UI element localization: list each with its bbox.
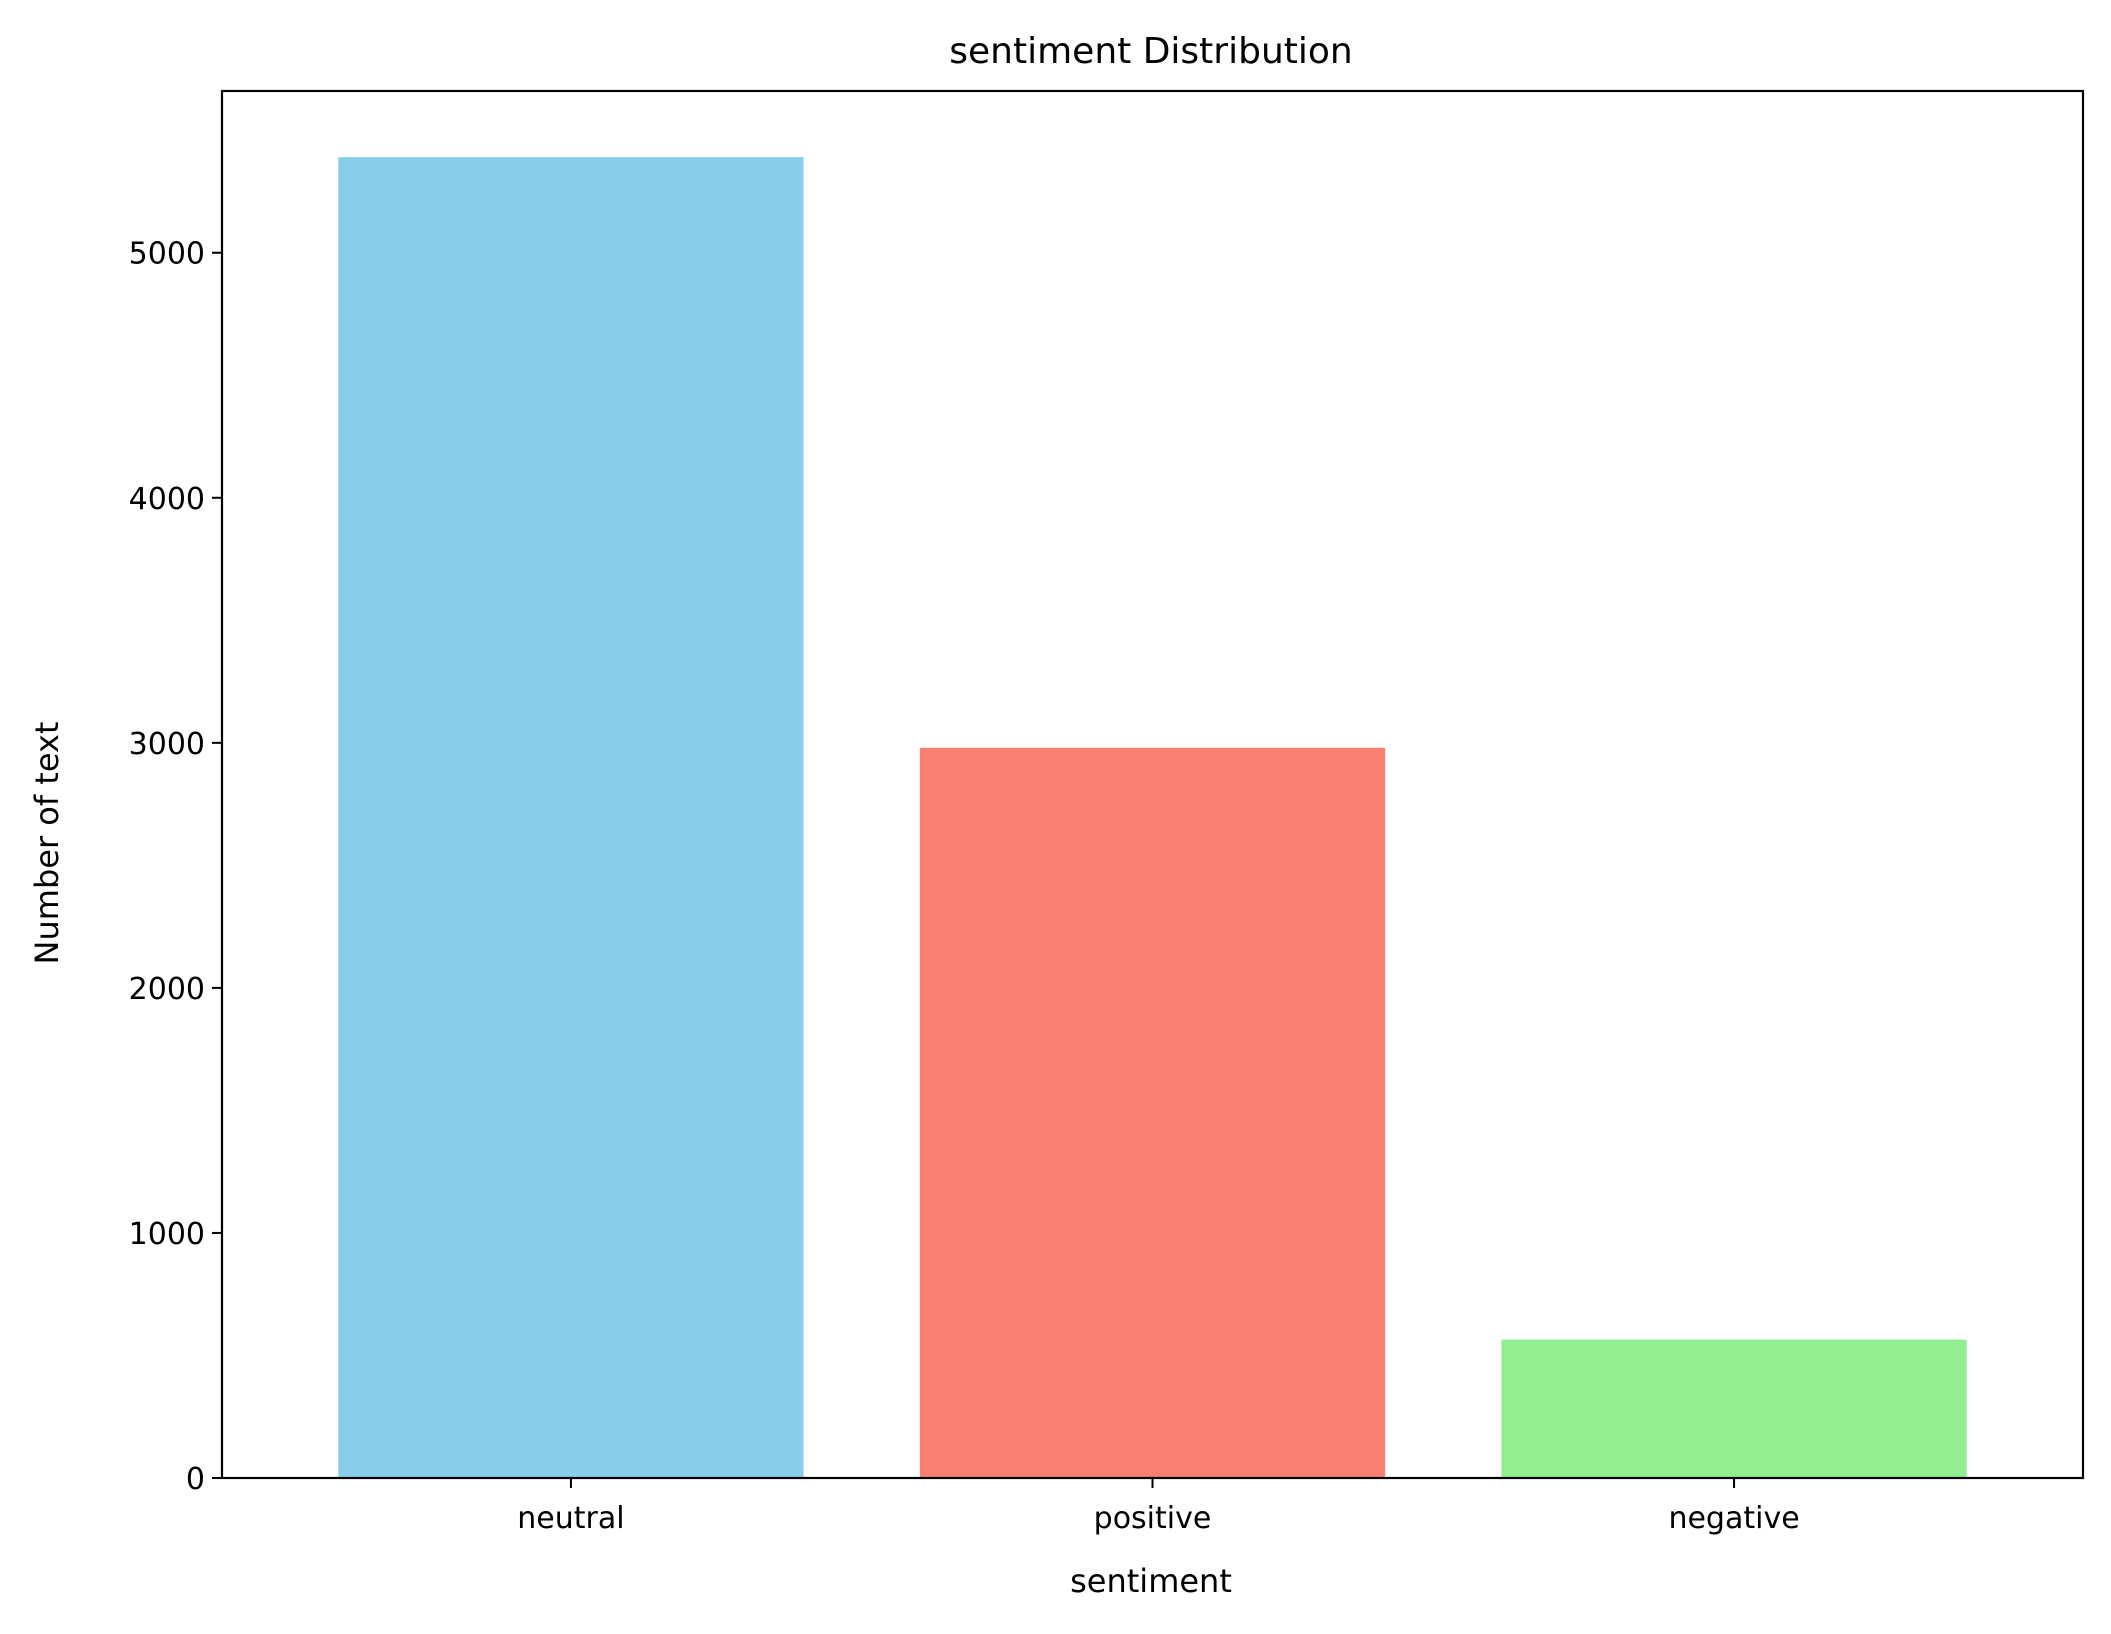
x-axis: neutral positive negative [517, 1478, 1800, 1536]
y-axis-title: Number of text [28, 722, 66, 965]
y-tick-label: 1000 [129, 1217, 205, 1252]
y-tick-label: 4000 [129, 482, 205, 517]
bar-neutral [338, 157, 804, 1478]
y-axis: 0 1000 2000 3000 4000 5000 [129, 237, 222, 1497]
y-tick-label: 5000 [129, 237, 205, 272]
bar-positive [919, 747, 1386, 1478]
bar-negative [1501, 1339, 1967, 1478]
chart-title: sentiment Distribution [949, 31, 1352, 72]
x-tick-label: negative [1668, 1501, 1799, 1536]
y-tick-label: 0 [186, 1462, 205, 1497]
x-tick-label: positive [1094, 1501, 1212, 1536]
x-axis-title: sentiment [1070, 1562, 1232, 1600]
bars-layer [338, 157, 1967, 1478]
y-tick-label: 3000 [129, 727, 205, 762]
x-tick-label: neutral [517, 1501, 624, 1536]
y-tick-label: 2000 [129, 972, 205, 1007]
